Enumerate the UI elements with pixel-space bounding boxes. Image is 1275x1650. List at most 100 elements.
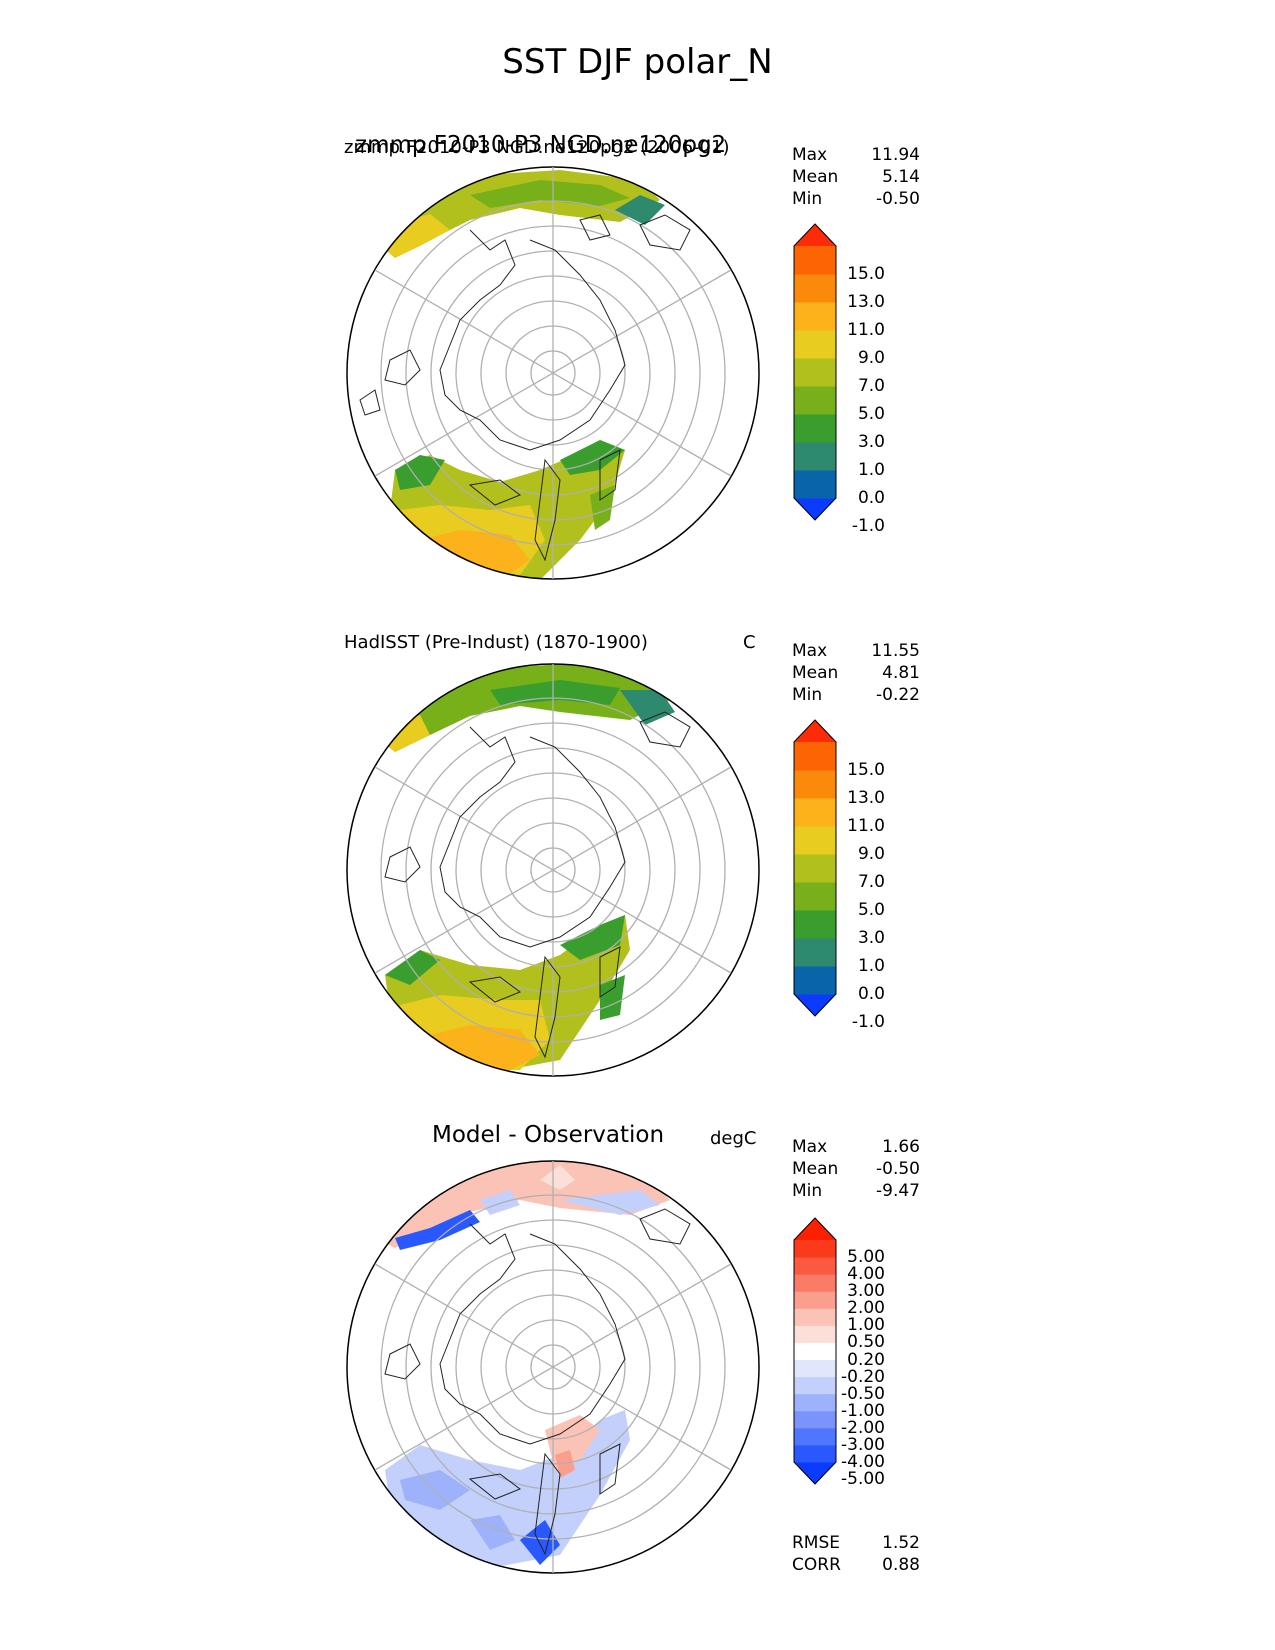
panel2-units: C <box>743 632 756 653</box>
panel3-stat-mean: Mean -0.50 <box>792 1159 920 1179</box>
colorbar-tick-label: 5.00 <box>847 1247 885 1268</box>
colorbar-bin <box>794 938 836 967</box>
colorbar-bin <box>794 1427 836 1446</box>
colorbar-tick-label: 1.0 <box>857 956 885 976</box>
colorbar-bin <box>794 246 836 275</box>
panel1-coastlines <box>359 214 691 562</box>
figure-title: SST DJF polar_N <box>502 42 773 82</box>
panel3-colorbar <box>793 1217 837 1485</box>
panel1-title: zmmp.F2010-P3 NGD.ne120pg2 (2006-01) <box>344 137 730 158</box>
panel1-stat-min: Min -0.50 <box>792 189 920 209</box>
panel1-map <box>346 166 760 580</box>
colorbar-tick-label: 13.0 <box>847 292 885 312</box>
colorbar-outline <box>793 1217 837 1485</box>
colorbar-bin <box>794 1257 836 1275</box>
panel1-stat-mean: Mean 5.14 <box>792 167 920 187</box>
panel3-graticule <box>374 1161 732 1573</box>
colorbar-tick-label: 15.0 <box>847 264 885 284</box>
colorbar-tick-label: 5.0 <box>857 900 885 920</box>
colorbar-tick-label: 1.0 <box>857 460 885 480</box>
colorbar-tick-label: 4.00 <box>847 1264 885 1285</box>
colorbar-tick-label: -4.00 <box>841 1452 885 1472</box>
colorbar-tick-label: 13.0 <box>847 788 885 808</box>
colorbar-bin <box>794 798 836 827</box>
panel2-map <box>346 663 760 1077</box>
panel2-sst-field <box>380 664 675 1075</box>
panel1-colorbar <box>793 223 837 521</box>
colorbar-bin <box>794 1325 836 1343</box>
colorbar-tick-label: 3.00 <box>847 1281 885 1302</box>
colorbar-tick-label: 0.50 <box>847 1332 885 1353</box>
colorbar-extend-low <box>794 994 836 1016</box>
colorbar-bin <box>794 826 836 855</box>
colorbar-bin <box>794 854 836 883</box>
colorbar-bin <box>794 1359 836 1378</box>
panel3-stat-max: Max 1.66 <box>792 1137 920 1157</box>
panel2-stats: Max 11.55 Mean 4.81 Min -0.22 <box>792 640 920 706</box>
colorbar-extend-high <box>794 224 836 246</box>
colorbar-bin <box>794 1274 836 1292</box>
colorbar-bin <box>794 966 836 995</box>
colorbar-bin <box>794 1376 836 1395</box>
colorbar-bin <box>794 1342 836 1361</box>
panel3-title: Model - Observation <box>432 1122 665 1148</box>
colorbar-bin <box>794 910 836 939</box>
colorbar-bin <box>794 470 836 499</box>
colorbar-tick-label: -1.0 <box>851 516 885 536</box>
panel2-title: HadISST (Pre-Indust) (1870-1900) <box>344 632 648 653</box>
panel2-stat-mean: Mean 4.81 <box>792 663 920 683</box>
colorbar-tick-label: 3.0 <box>857 928 885 948</box>
panel2-coastlines <box>384 711 691 1059</box>
panel3-diff-field <box>380 1161 670 1570</box>
colorbar-outline <box>793 223 837 521</box>
panel2-stat-max: Max 11.55 <box>792 641 920 661</box>
panel1-sst-field <box>380 170 665 579</box>
colorbar-tick-label: -0.20 <box>841 1366 885 1387</box>
colorbar-tick-label: -2.00 <box>841 1417 885 1438</box>
panel3-metric-rmse: RMSE 1.52 <box>792 1533 920 1553</box>
colorbar-tick-label: 7.0 <box>857 872 885 892</box>
panel1-title-overlap: zmmp.F2010-P3 NGD.ne120pg2 <box>355 132 727 158</box>
colorbar-bin <box>794 1240 836 1258</box>
colorbar-bin <box>794 1444 836 1463</box>
panel3-units: degC <box>710 1128 757 1149</box>
colorbar-outline <box>793 719 837 1017</box>
panel3-stat-min: Min -9.47 <box>792 1181 920 1201</box>
colorbar-bin <box>794 742 836 771</box>
colorbar-bin <box>794 386 836 415</box>
colorbar-bin <box>794 330 836 359</box>
panel1-colorbar-labels: 15.0 13.0 11.0 9.0 7.0 5.0 3.0 1.0 0.0 -1.0 <box>820 225 885 536</box>
colorbar-extend-low <box>794 498 836 520</box>
colorbar-bin <box>794 442 836 471</box>
colorbar-tick-label: 0.20 <box>847 1349 885 1370</box>
panel2-graticule <box>374 664 732 1076</box>
colorbar-bin <box>794 302 836 331</box>
colorbar-bin <box>794 1393 836 1412</box>
panel2-colorbar <box>793 719 837 1017</box>
colorbar-bin <box>794 358 836 387</box>
colorbar-bin <box>794 274 836 303</box>
panel3-map <box>346 1160 760 1574</box>
colorbar-tick-label: -5.00 <box>841 1469 885 1490</box>
colorbar-bin <box>794 770 836 799</box>
panel1-graticule <box>374 167 732 579</box>
panel3-metric-corr: CORR 0.88 <box>792 1555 920 1575</box>
colorbar-tick-label: 1.00 <box>847 1315 885 1336</box>
colorbar-extend-high <box>794 720 836 742</box>
panel3-metrics: RMSE 1.52 CORR 0.88 <box>792 1532 920 1576</box>
panel3-coastlines <box>384 1208 691 1556</box>
colorbar-tick-label: 15.0 <box>847 760 885 780</box>
colorbar-tick-label: 9.0 <box>857 844 885 864</box>
panel2-colorbar-labels: 15.0 13.0 11.0 9.0 7.0 5.0 3.0 1.0 0.0 -1.0 <box>820 720 885 1032</box>
colorbar-tick-label: 11.0 <box>847 816 885 836</box>
colorbar-bin <box>794 1410 836 1429</box>
colorbar-extend-low <box>794 1462 836 1484</box>
colorbar-tick-label: -1.0 <box>851 1012 885 1032</box>
colorbar-bin <box>794 882 836 911</box>
colorbar-tick-label: -0.50 <box>841 1383 885 1404</box>
colorbar-bin <box>794 1291 836 1309</box>
colorbar-tick-label: 0.0 <box>857 984 885 1004</box>
colorbar-bin <box>794 1308 836 1326</box>
panel3-colorbar-labels: 5.00 4.00 3.00 2.00 1.00 0.50 0.20 -0.20 -0.50 -1… <box>820 1232 885 1502</box>
